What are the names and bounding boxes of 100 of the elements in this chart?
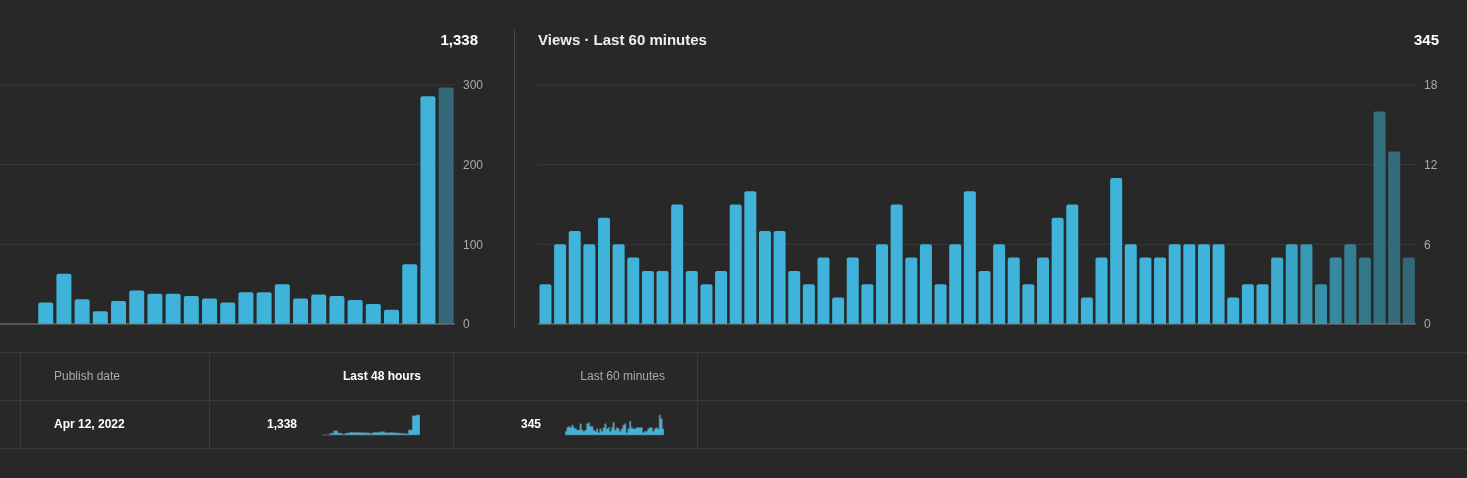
bar — [1022, 284, 1035, 324]
bar — [993, 244, 1006, 324]
y-tick-label: 300 — [463, 78, 484, 93]
bar — [402, 264, 418, 324]
bar — [1037, 257, 1049, 324]
bar — [1139, 257, 1152, 324]
y-tick-label: 6 — [1424, 237, 1431, 252]
bar — [978, 270, 991, 324]
bar — [1358, 257, 1371, 324]
text: 345 — [520, 417, 541, 431]
text: Last 60 minutes — [580, 369, 665, 383]
bar — [729, 204, 742, 324]
y-tick-label: 18 — [1424, 78, 1438, 93]
text: 345 — [1413, 31, 1439, 48]
bar — [876, 244, 889, 324]
bar — [1051, 217, 1064, 324]
bar — [539, 284, 552, 324]
text: Publish date — [54, 369, 121, 383]
bar — [1329, 257, 1342, 324]
bar — [1300, 244, 1313, 324]
bar — [963, 191, 976, 324]
text: 1,338 — [266, 417, 297, 431]
bar — [949, 244, 962, 324]
text: Last 48 hours — [342, 369, 421, 383]
bar — [583, 244, 596, 324]
bar — [1095, 257, 1108, 324]
bar — [220, 302, 236, 324]
bar — [238, 292, 254, 324]
bar — [568, 231, 581, 324]
bar — [1197, 244, 1210, 324]
bar — [1373, 111, 1386, 324]
bar — [598, 217, 610, 324]
bar — [890, 204, 903, 324]
bar — [1168, 244, 1181, 324]
bar — [861, 284, 874, 324]
bar — [1271, 257, 1284, 324]
bar — [1285, 244, 1298, 324]
bar — [165, 293, 181, 324]
bar — [612, 244, 625, 324]
bar — [111, 300, 127, 324]
bar — [802, 284, 815, 324]
bar — [1256, 284, 1269, 324]
bar — [274, 284, 290, 324]
bar — [129, 290, 145, 324]
bar — [311, 294, 327, 324]
bar — [74, 299, 90, 324]
bar — [1066, 204, 1079, 324]
bar — [56, 273, 72, 324]
y-tick-label: 0 — [463, 317, 470, 332]
bar — [773, 231, 786, 324]
bar — [256, 292, 272, 324]
bar — [329, 296, 345, 324]
bar — [1344, 244, 1357, 324]
bar — [1183, 244, 1196, 324]
bar — [1212, 244, 1225, 324]
bar — [641, 270, 654, 324]
bar — [438, 87, 454, 324]
bar — [347, 300, 363, 324]
bar — [365, 304, 381, 324]
bar — [715, 270, 728, 324]
text: 1,338 — [440, 31, 478, 48]
bar — [147, 293, 163, 324]
bar — [685, 270, 698, 324]
bar — [1154, 257, 1167, 324]
text: Apr 12, 2022 — [54, 417, 125, 431]
bar — [1080, 297, 1093, 324]
bar — [788, 270, 801, 324]
bar — [627, 257, 640, 324]
bar — [1110, 177, 1123, 324]
y-tick-label: 0 — [1424, 317, 1431, 332]
chart-title: Views · Last 60 minutes — [538, 31, 707, 48]
bar — [183, 296, 199, 324]
bar — [758, 231, 771, 324]
bar — [905, 257, 918, 324]
bar — [1402, 257, 1415, 324]
bar — [1241, 284, 1254, 324]
bar — [92, 311, 108, 324]
bar — [384, 309, 400, 324]
bar — [202, 298, 218, 324]
bar — [671, 204, 684, 324]
bar — [919, 244, 932, 324]
bar — [38, 302, 54, 324]
y-tick-label: 100 — [463, 237, 484, 252]
y-tick-label: 12 — [1424, 157, 1438, 172]
bar — [1227, 297, 1240, 324]
bar — [420, 96, 436, 324]
bar — [656, 270, 669, 324]
bar — [293, 298, 309, 324]
bar — [554, 244, 567, 324]
bar — [700, 284, 713, 324]
y-tick-label: 200 — [463, 157, 484, 172]
bar — [1124, 244, 1137, 324]
bar — [846, 257, 859, 324]
bar — [744, 191, 757, 324]
bar — [934, 284, 947, 324]
bar — [817, 257, 830, 324]
bar — [1007, 257, 1020, 324]
bar — [1315, 284, 1328, 324]
bar — [832, 297, 845, 324]
bar — [1388, 151, 1401, 324]
